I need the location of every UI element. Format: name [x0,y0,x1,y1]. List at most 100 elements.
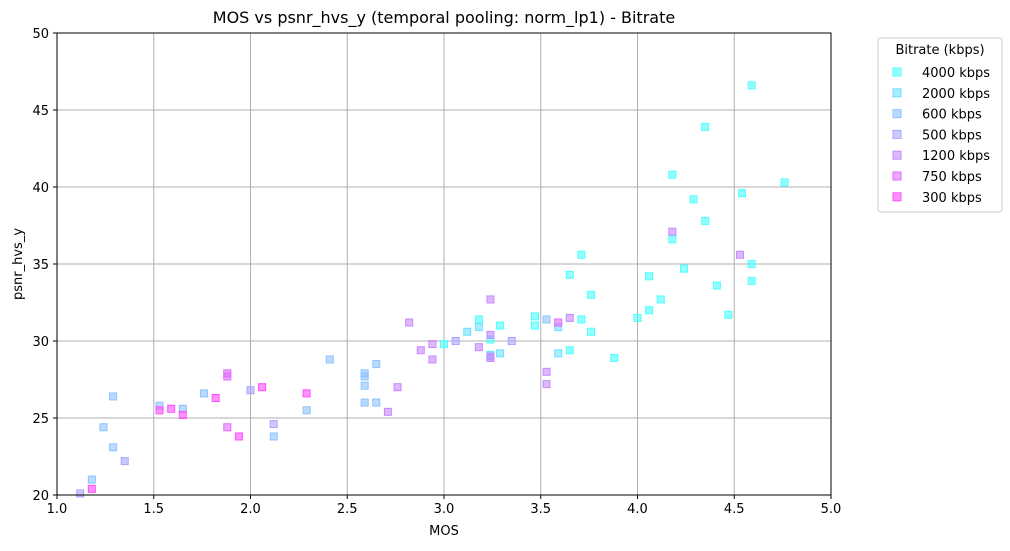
data-point [747,260,756,268]
legend-label: 600 kbps [922,108,982,123]
series-4 [383,227,745,416]
x-tick-label: 2.5 [337,502,358,517]
legend-items: 4000 kbps 2000 kbps 600 kbps 500 kbps 1200 k… [892,66,990,206]
x-axis-label: MOS [429,524,459,539]
legend-marker [892,88,902,98]
data-point [372,398,381,407]
data-point [200,389,209,398]
data-point [383,407,392,416]
series-5 [223,318,563,432]
legend-marker [892,192,902,202]
x-tick-label: 1.0 [47,502,68,517]
data-point [507,337,516,345]
data-point [474,343,483,352]
data-point [542,367,551,376]
data-point [258,383,267,392]
legend-marker [892,129,902,139]
data-point [633,313,642,322]
data-point [645,306,654,315]
chart-title: MOS vs psnr_hvs_y (temporal pooling: nor… [213,8,675,28]
data-point [587,290,596,299]
data-point [530,321,539,330]
y-axis-label: psnr_hvs_y [11,228,26,300]
points-layer [76,81,789,498]
data-point [463,327,472,336]
data-point [565,313,574,322]
data-point [668,235,677,244]
data-point [451,337,460,345]
data-point [393,383,402,392]
data-point [428,355,437,364]
data-point [701,122,710,131]
data-point [668,227,677,236]
data-point [120,457,129,466]
data-point [577,250,586,259]
data-point [486,295,495,304]
x-tick-label: 4.0 [627,502,648,517]
data-point [554,318,563,327]
data-point [428,340,437,349]
data-point [496,321,505,330]
data-point [87,475,96,484]
data-point [780,178,789,187]
data-point [372,360,381,369]
data-point [701,216,710,225]
data-point [211,393,220,402]
data-point [577,315,586,324]
y-tick-label: 25 [32,412,49,427]
data-point [167,404,176,413]
series-6 [87,383,311,493]
data-point [542,315,551,324]
series-0 [440,81,789,362]
data-point [656,295,665,304]
x-tick-label: 2.0 [240,502,261,517]
legend-label: 1200 kbps [922,149,990,164]
data-point [496,349,505,358]
grid-layer [56,32,832,496]
data-point [689,195,698,204]
data-point [565,270,574,279]
data-point [610,353,619,362]
data-point [645,272,654,281]
legend-marker [892,67,902,77]
data-point [565,346,574,355]
x-tick-label: 1.5 [143,502,164,517]
legend-label: 4000 kbps [922,66,990,81]
y-tick-label: 30 [32,335,49,350]
data-point [360,381,369,390]
data-point [269,432,278,441]
data-point [76,489,85,498]
data-point [246,386,255,395]
data-point [440,340,448,349]
series-2 [87,315,551,484]
x-tick-label: 3.0 [434,502,455,517]
legend-title: Bitrate (kbps) [895,43,984,58]
data-point [325,355,334,364]
data-point [416,346,425,355]
legend-label: 500 kbps [922,128,982,143]
data-point [724,310,733,319]
legend-marker [892,171,902,181]
data-point [474,315,483,324]
legend-marker [892,150,902,160]
data-point [99,423,108,432]
data-point [223,372,232,381]
legend-label: 300 kbps [922,191,982,206]
data-point [269,420,278,429]
data-point [155,406,164,415]
data-point [736,250,745,259]
legend: Bitrate (kbps) 4000 kbps 2000 kbps 600 kbp… [877,37,1003,213]
legend-label: 750 kbps [922,170,982,185]
data-point [747,81,756,90]
legend-frame [877,37,1003,213]
legend-label: 2000 kbps [922,87,990,102]
series-3 [76,337,516,498]
data-point [178,410,187,419]
data-point [542,380,551,389]
data-point [302,389,311,398]
y-tick-label: 40 [32,181,49,196]
data-point [109,443,118,452]
data-point [679,264,688,273]
data-point [530,312,539,321]
